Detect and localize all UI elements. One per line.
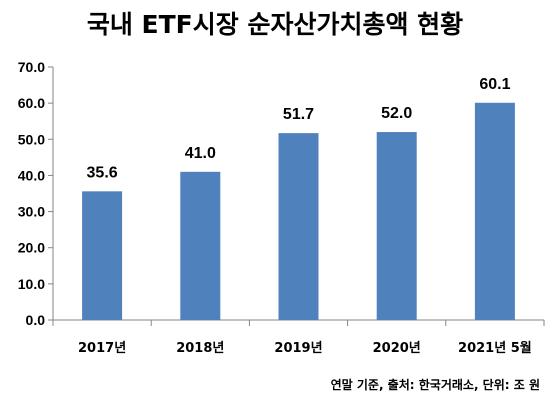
- x-tick-label: 2019년: [274, 341, 322, 356]
- data-label: 60.1: [479, 76, 510, 93]
- bar: [278, 133, 319, 320]
- x-tick-label: 2018년: [176, 341, 224, 356]
- y-tick-label: 40.0: [18, 167, 45, 183]
- bar: [376, 132, 417, 320]
- y-axis: 0.0 10.0 20.0 30.0 40.0 50.0 60.0 70.0: [18, 59, 54, 328]
- y-tick-label: 20.0: [18, 240, 45, 256]
- data-label: 51.7: [283, 106, 314, 123]
- chart-title: 국내 ETF시장 순자산가치총액 현황: [87, 10, 463, 39]
- y-tick-label: 50.0: [18, 131, 45, 147]
- source-note: 연말 기준, 출처: 한국거래소, 단위: 조 원: [331, 377, 540, 392]
- data-label: 41.0: [185, 145, 216, 162]
- data-labels: 35.6 41.0 51.7 52.0 60.1: [87, 76, 511, 182]
- bar: [180, 171, 221, 320]
- x-tick-label: 2017년: [78, 341, 126, 356]
- x-tick-label: 2021년 5월: [458, 340, 532, 356]
- y-tick-label: 30.0: [18, 204, 45, 220]
- bar: [474, 102, 515, 320]
- bar: [82, 191, 123, 320]
- y-tick-label: 70.0: [18, 59, 45, 75]
- x-axis: 2017년 2018년 2019년 2020년 2021년 5월: [52, 319, 545, 356]
- y-tick-label: 60.0: [18, 95, 45, 111]
- y-tick-label: 0.0: [26, 312, 46, 328]
- data-label: 52.0: [381, 105, 412, 122]
- x-tick-label: 2020년: [373, 341, 421, 356]
- data-label: 35.6: [87, 164, 118, 181]
- y-tick-label: 10.0: [18, 276, 45, 292]
- bars: [82, 102, 515, 320]
